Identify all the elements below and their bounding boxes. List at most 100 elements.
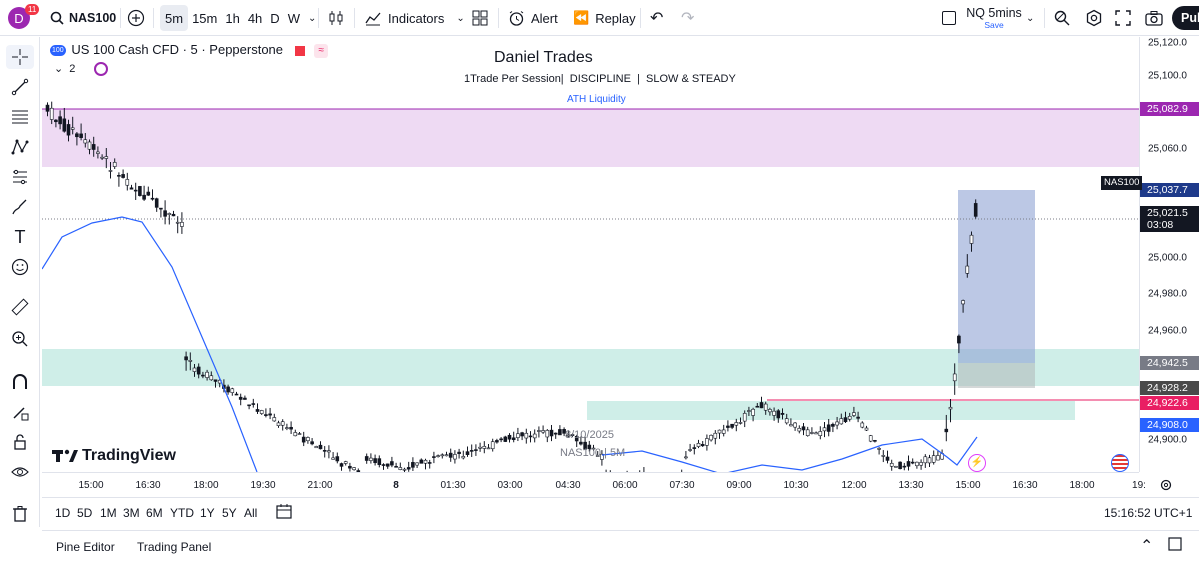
brush-tool[interactable] — [6, 195, 34, 219]
tab-pine-editor[interactable]: Pine Editor — [56, 540, 115, 554]
chevron-down-icon[interactable]: ⌄ — [1026, 12, 1035, 24]
date-range-button[interactable] — [276, 503, 292, 522]
symbol-search[interactable]: NAS100 — [50, 0, 116, 36]
timeframe-w[interactable]: W — [287, 10, 300, 26]
chevron-down-icon[interactable]: ⌄ — [456, 12, 465, 24]
us-flag-icon[interactable] — [1111, 454, 1129, 472]
redo-icon[interactable]: ↷ — [681, 10, 695, 27]
lock-drawing-tool[interactable] — [6, 400, 34, 424]
range-1y[interactable]: 1Y — [200, 506, 215, 520]
chevron-up-icon[interactable]: ⌃ — [1140, 538, 1154, 555]
position-risk-box[interactable] — [958, 363, 1035, 388]
candle — [495, 440, 499, 443]
chart-canvas[interactable] — [42, 37, 1139, 472]
instrument-legend[interactable]: 100 US 100 Cash CFD · 5 · Pepperstone ≈ — [50, 42, 329, 58]
timeframe-group: 5m 15m 1h 4h D W ⌄ — [160, 0, 316, 36]
user-avatar[interactable]: D 11 — [8, 0, 40, 36]
timeframe-1h[interactable]: 1h — [225, 10, 240, 26]
chevron-down-icon[interactable]: ⌄ — [54, 63, 64, 75]
refresh-icon[interactable] — [94, 62, 109, 77]
snapshot-button[interactable] — [1145, 0, 1163, 36]
tradingview-logo[interactable]: TradingView — [52, 447, 176, 465]
candle — [705, 438, 709, 446]
range-5y[interactable]: 5Y — [222, 506, 237, 520]
range-6m[interactable]: 6M — [146, 506, 163, 520]
candle — [566, 434, 571, 437]
candle — [520, 432, 524, 437]
ath-liquidity-zone[interactable] — [42, 109, 1139, 167]
magnet-tool[interactable] — [6, 370, 34, 394]
trendline-tool[interactable] — [6, 75, 34, 99]
range-1d[interactable]: 1D — [55, 506, 71, 520]
ruler-tool[interactable] — [6, 295, 34, 319]
delete-drawings-tool[interactable] — [6, 502, 34, 526]
chevron-down-icon[interactable]: ⌄ — [307, 12, 317, 24]
replay-button[interactable]: ⏪ Replay — [573, 0, 636, 36]
chart-type-button[interactable] — [327, 0, 345, 36]
range-5d[interactable]: 5D — [77, 506, 93, 520]
alert-button[interactable]: Alert — [508, 0, 558, 36]
indicators-button[interactable]: Indicators ⌄ — [364, 0, 465, 36]
publish-button[interactable]: Pub — [1172, 6, 1199, 30]
timeframe-4h[interactable]: 4h — [247, 10, 263, 26]
quick-search-button[interactable] — [1053, 0, 1071, 36]
candle — [965, 265, 970, 274]
alert-label: Alert — [531, 10, 558, 26]
time-scale[interactable]: 15:00 16:30 18:00 19:30 21:00 8 01:30 03:00 04:3… — [42, 472, 1146, 497]
candle — [478, 446, 482, 449]
undo-icon[interactable]: ↶ — [650, 10, 664, 27]
tab-trading-panel[interactable]: Trading Panel — [137, 540, 212, 554]
position-profit-box[interactable] — [958, 190, 1035, 363]
candle — [973, 203, 978, 217]
candle — [789, 424, 793, 427]
layout-name-block[interactable]: NQ 5mins Save — [966, 6, 1022, 30]
moving-average-line[interactable] — [42, 216, 978, 472]
maximize-panel-button[interactable] — [1168, 537, 1182, 554]
range-1m[interactable]: 1M — [100, 506, 117, 520]
visibility-tool[interactable] — [6, 460, 34, 484]
price-label: 24,980.0 — [1148, 288, 1187, 300]
clock-timezone[interactable]: 15:16:52 UTC+1 — [1104, 506, 1193, 520]
candle — [700, 444, 705, 447]
emoji-tool[interactable] — [6, 255, 34, 279]
range-ytd[interactable]: YTD — [170, 506, 194, 520]
compare-add-button[interactable] — [127, 0, 145, 36]
range-3m[interactable]: 3M — [123, 506, 140, 520]
fib-tool[interactable] — [6, 105, 34, 129]
candle — [709, 434, 713, 441]
candle — [66, 124, 71, 136]
crosshair-tool[interactable] — [6, 45, 34, 69]
candle — [327, 450, 331, 453]
avatar[interactable]: D — [8, 7, 30, 29]
replay-label: Replay — [595, 10, 636, 26]
timeframe-5m[interactable]: 5m — [160, 5, 189, 31]
candle — [873, 440, 877, 442]
equal-icon[interactable]: ≈ — [314, 43, 329, 58]
flag-icon[interactable] — [294, 45, 305, 56]
zoom-tool[interactable] — [6, 327, 34, 351]
settings-button[interactable] — [1085, 0, 1103, 36]
timeframe-15m[interactable]: 15m — [192, 10, 218, 26]
layouts-button[interactable] — [472, 0, 488, 36]
lock-tool[interactable] — [6, 430, 34, 454]
candle — [398, 467, 403, 470]
time-scale-settings[interactable] — [1160, 478, 1172, 496]
candle — [457, 451, 461, 454]
candle — [285, 427, 289, 429]
text-tool-icon[interactable]: T — [14, 226, 26, 247]
camera-icon — [1145, 11, 1163, 26]
fullscreen-button[interactable] — [1115, 0, 1131, 36]
watermark-date: 8/10/2025 — [565, 429, 614, 441]
price-scale[interactable]: 25,120.0 25,100.0 25,060.0 25,000.0 24,9… — [1139, 37, 1199, 472]
fvg-zone[interactable] — [587, 401, 1075, 420]
candle — [877, 448, 881, 450]
candle — [818, 431, 823, 437]
layout-select[interactable] — [942, 0, 956, 36]
chart-pane[interactable]: 100 US 100 Cash CFD · 5 · Pepperstone ≈ … — [42, 37, 1139, 472]
pattern-tool[interactable] — [6, 135, 34, 159]
range-all[interactable]: All — [244, 506, 258, 520]
lightning-icon[interactable]: ⚡ — [968, 454, 986, 472]
forecast-tool[interactable] — [6, 165, 34, 189]
timeframe-d[interactable]: D — [270, 10, 280, 26]
indicator-toggle[interactable]: ⌄ 2 — [54, 62, 109, 77]
